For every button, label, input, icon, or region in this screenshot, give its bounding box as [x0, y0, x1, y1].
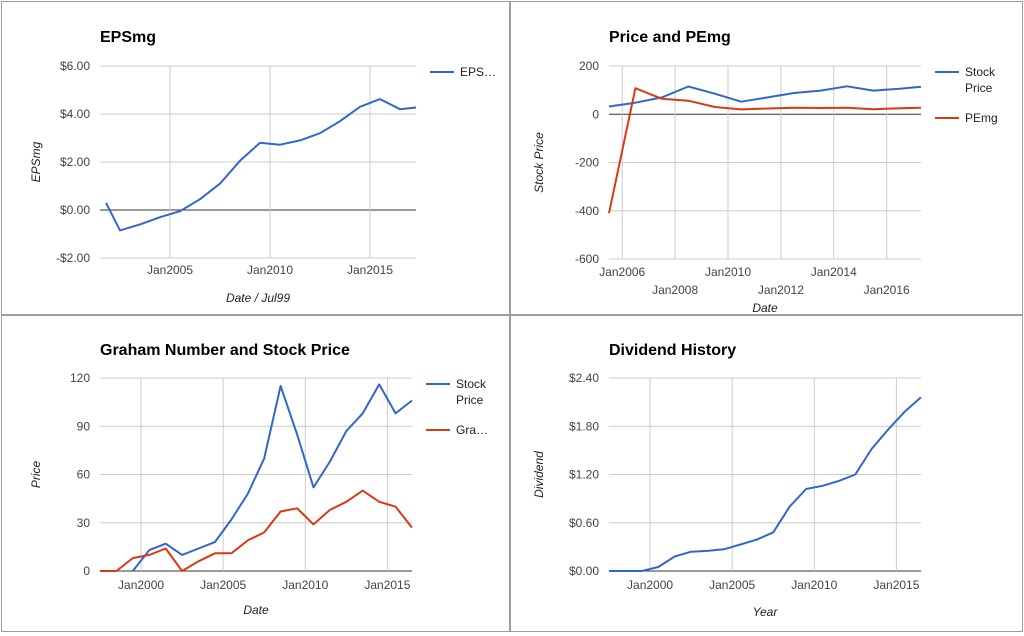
y-tick-label: 0	[592, 107, 599, 121]
y-tick-label: -$2.00	[56, 251, 90, 265]
y-tick-label: $0.00	[60, 203, 90, 217]
x-tick-label: Jan2015	[364, 578, 410, 592]
y-tick-label: 30	[77, 516, 91, 530]
y-tick-label: 0	[83, 564, 90, 578]
chart-title: EPSmg	[100, 29, 156, 46]
x-tick-label: Jan2015	[873, 578, 919, 592]
x-axis-title: Date	[752, 301, 778, 314]
y-axis-title: EPSmg	[29, 141, 43, 182]
dividend-history-chart-panel: Dividend History $2.40 $1.80 $1.20 $0.60 $0.0…	[510, 315, 1023, 632]
chart-title: Dividend History	[609, 342, 736, 359]
x-tick-label: Jan2005	[147, 263, 193, 277]
price-pemg-chart-panel: Price and PEmg 200 0 -200 -400 -600 Jan2006 Jan…	[510, 1, 1023, 315]
x-tick-label: Jan2015	[347, 263, 393, 277]
legend-label: Price	[456, 393, 484, 407]
series-line-pemg	[608, 87, 922, 214]
series-line-stock-price	[132, 383, 413, 572]
x-tick-label: Jan2010	[247, 263, 293, 277]
x-tick-label: Jan2008	[652, 283, 698, 297]
y-tick-label: 60	[77, 468, 91, 482]
graham-number-chart: Graham Number and Stock Price 120 90 60 30 0 J…	[29, 342, 488, 617]
series-line-stock-price	[608, 85, 922, 108]
y-axis-title: Dividend	[532, 451, 546, 498]
x-tick-label: Jan2010	[705, 265, 751, 279]
y-tick-label: $4.00	[60, 107, 90, 121]
y-tick-label: $2.00	[60, 155, 90, 169]
chart-title: Price and PEmg	[609, 29, 731, 46]
legend-label: Price	[965, 81, 993, 95]
x-axis-title: Date	[243, 603, 269, 617]
dividend-history-chart: Dividend History $2.40 $1.80 $1.20 $0.60 $0.0…	[532, 342, 922, 619]
series-line-series	[609, 396, 922, 572]
epsmg-chart: EPSmg $6.00 $4.00 $2.00 $0.00 -$2.00 Jan2005 Ja…	[29, 29, 496, 305]
y-tick-label: 200	[579, 59, 599, 73]
x-tick-label: Jan2014	[811, 265, 857, 279]
x-tick-label: Jan2012	[758, 283, 804, 297]
x-tick-label: Jan2010	[282, 578, 328, 592]
y-tick-label: 90	[77, 419, 91, 433]
epsmg-chart-panel: EPSmg $6.00 $4.00 $2.00 $0.00 -$2.00 Jan2005 Ja…	[1, 1, 510, 315]
x-tick-label: Jan2010	[791, 578, 837, 592]
y-tick-label: 120	[70, 371, 90, 385]
series-line-gra	[100, 489, 413, 572]
legend-label: Stock	[965, 65, 996, 79]
x-tick-label: Jan2000	[118, 578, 164, 592]
legend-label: Gra…	[456, 423, 488, 437]
y-axis-title: Price	[29, 461, 43, 489]
y-tick-label: $1.20	[569, 468, 599, 482]
y-tick-label: -200	[575, 156, 599, 170]
y-axis-title: Stock Price	[532, 132, 546, 193]
y-tick-label: -400	[575, 204, 599, 218]
x-tick-label: Jan2005	[709, 578, 755, 592]
x-axis-title: Date / Jul99	[226, 291, 290, 305]
x-axis-title: Year	[753, 605, 779, 619]
legend-label: EPS…	[460, 65, 496, 79]
chart-title: Graham Number and Stock Price	[100, 342, 350, 359]
legend-label: PEmg	[965, 111, 998, 125]
graham-number-chart-panel: Graham Number and Stock Price 120 90 60 30 0 J…	[1, 315, 510, 632]
y-tick-label: $0.00	[569, 564, 599, 578]
x-tick-label: Jan2005	[200, 578, 246, 592]
y-tick-label: $0.60	[569, 516, 599, 530]
x-tick-label: Jan2016	[864, 283, 910, 297]
x-tick-label: Jan2006	[599, 265, 645, 279]
y-tick-label: -600	[575, 252, 599, 266]
y-tick-label: $2.40	[569, 371, 599, 385]
y-tick-label: $1.80	[569, 419, 599, 433]
y-tick-label: $6.00	[60, 59, 90, 73]
x-tick-label: Jan2000	[627, 578, 673, 592]
series-line-eps	[105, 98, 417, 232]
legend-label: Stock	[456, 377, 487, 391]
